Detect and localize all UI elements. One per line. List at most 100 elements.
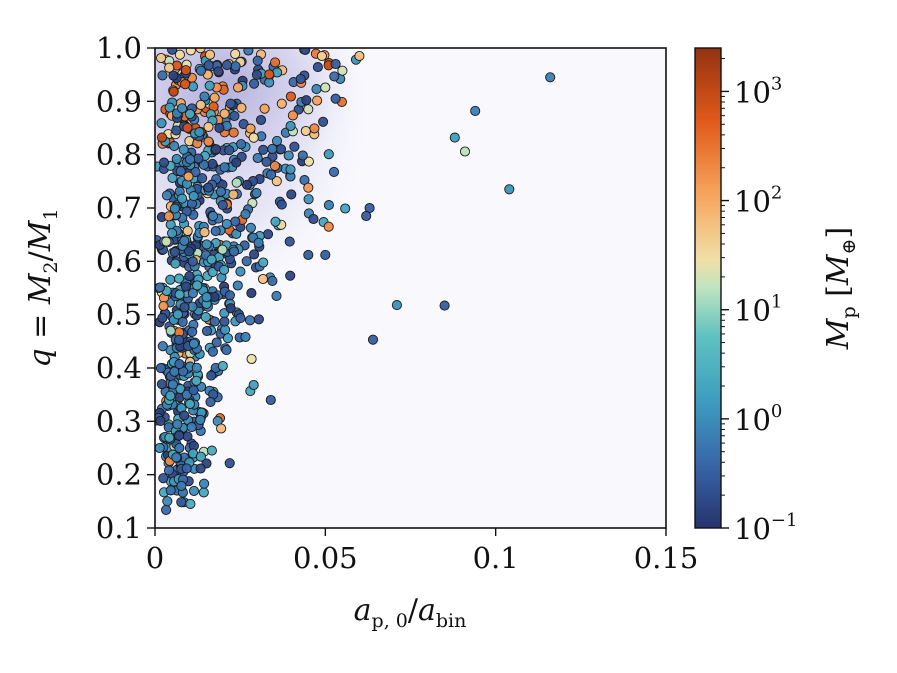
scatter-point bbox=[235, 266, 246, 277]
scatter-point bbox=[203, 121, 214, 132]
scatter-point bbox=[207, 211, 219, 222]
scatter-point bbox=[177, 193, 188, 204]
scatter-point bbox=[259, 103, 270, 114]
scatter-point bbox=[230, 48, 241, 59]
scatter-point bbox=[285, 91, 296, 102]
colorbar-tick-label: 100 bbox=[734, 401, 782, 437]
scatter-point bbox=[157, 312, 168, 323]
scatter-point bbox=[167, 172, 178, 183]
scatter-point bbox=[161, 190, 173, 201]
scatter-point bbox=[174, 430, 185, 441]
scatter-point bbox=[185, 498, 196, 509]
scatter-point bbox=[203, 136, 214, 147]
colorbar-tick-label: 101 bbox=[734, 292, 782, 328]
scatter-point bbox=[248, 132, 259, 143]
scatter-point bbox=[185, 154, 196, 165]
x-tick-label: 0 bbox=[146, 541, 164, 575]
scatter-point bbox=[173, 334, 185, 345]
scatter-point bbox=[361, 210, 372, 222]
scatter-point bbox=[162, 496, 173, 507]
y-tick-label: 0.5 bbox=[96, 298, 142, 332]
scatter-point bbox=[240, 209, 251, 220]
scatter-point bbox=[181, 463, 192, 474]
colorbar-label: Mp [M⊕] bbox=[821, 227, 860, 351]
scatter-point bbox=[187, 326, 198, 337]
scatter-point bbox=[155, 363, 166, 374]
scatter-point bbox=[191, 375, 202, 386]
scatter-point bbox=[165, 485, 176, 496]
scatter-point bbox=[267, 275, 278, 286]
scatter-point bbox=[300, 125, 311, 137]
scatter-point bbox=[200, 312, 211, 323]
scatter-point bbox=[187, 256, 198, 267]
scatter-point bbox=[229, 110, 240, 122]
scatter-point bbox=[161, 504, 172, 515]
scatter-point bbox=[270, 216, 281, 227]
scatter-point bbox=[251, 69, 262, 80]
scatter-point bbox=[210, 226, 221, 237]
scatter-point bbox=[206, 254, 217, 265]
scatter-point bbox=[337, 65, 348, 76]
y-tick-label: 1.0 bbox=[96, 31, 142, 65]
scatter-point bbox=[195, 451, 206, 462]
scatter-point bbox=[183, 171, 194, 182]
scatter-point bbox=[155, 442, 165, 454]
scatter-point bbox=[267, 143, 278, 154]
scatter-point bbox=[164, 62, 175, 73]
scatter-point bbox=[219, 316, 230, 327]
scatter-point bbox=[270, 57, 281, 68]
scatter-point bbox=[203, 182, 214, 193]
scatter-point bbox=[312, 62, 323, 73]
scatter-point bbox=[253, 237, 264, 248]
scatter-point bbox=[221, 60, 233, 71]
scatter-point bbox=[252, 55, 263, 66]
scatter-point bbox=[245, 123, 256, 134]
scatter-point bbox=[211, 337, 222, 348]
scatter-point bbox=[340, 203, 351, 214]
scatter-point bbox=[308, 213, 319, 225]
scatter-point bbox=[217, 360, 228, 372]
scatter-point bbox=[187, 288, 198, 299]
scatter-point bbox=[156, 379, 167, 390]
scatter-point bbox=[251, 187, 262, 199]
scatter-point bbox=[184, 398, 196, 410]
scatter-point bbox=[303, 182, 314, 193]
scatter-point bbox=[185, 48, 196, 56]
scatter-point bbox=[231, 157, 242, 168]
scatter-point bbox=[169, 203, 180, 214]
scatter-point bbox=[215, 186, 226, 197]
scatter-point bbox=[169, 141, 180, 152]
scatter-point bbox=[286, 189, 297, 200]
scatter-point bbox=[158, 300, 169, 312]
scatter-point bbox=[285, 270, 296, 281]
scatter-point bbox=[221, 344, 232, 356]
scatter-point bbox=[285, 164, 296, 175]
y-axis-ticks: 0.1 0.2 0.3 0.4 0.5 0.6 0.7 0.8 0.9 1.0 bbox=[96, 31, 155, 545]
scatter-points bbox=[155, 48, 556, 515]
scatter-point bbox=[201, 292, 212, 303]
scatter-point bbox=[197, 173, 208, 184]
scatter-point bbox=[262, 229, 274, 240]
scatter-point bbox=[155, 282, 165, 293]
scatter-point bbox=[257, 273, 269, 285]
scatter-point bbox=[182, 122, 193, 133]
scatter-point bbox=[318, 116, 329, 127]
scatter-point bbox=[312, 95, 323, 106]
scatter-point bbox=[271, 176, 282, 187]
scatter-point bbox=[297, 150, 308, 161]
scatter-point bbox=[206, 445, 217, 456]
scatter-point bbox=[303, 249, 314, 260]
scatter-point bbox=[320, 82, 331, 93]
scatter-point bbox=[289, 141, 300, 152]
scatter-point bbox=[155, 415, 166, 426]
scatter-point bbox=[167, 228, 178, 239]
scatter-point bbox=[204, 49, 216, 60]
scatter-point bbox=[269, 160, 281, 172]
scatter-point bbox=[252, 152, 263, 164]
colorbar-tick-label: 102 bbox=[734, 183, 782, 219]
colorbar-tick-label: 10−1 bbox=[734, 510, 797, 546]
scatter-point bbox=[275, 144, 287, 155]
y-axis-label: q = M2/M1 bbox=[23, 208, 62, 367]
scatter-point bbox=[222, 333, 233, 344]
scatter-point bbox=[265, 394, 276, 406]
